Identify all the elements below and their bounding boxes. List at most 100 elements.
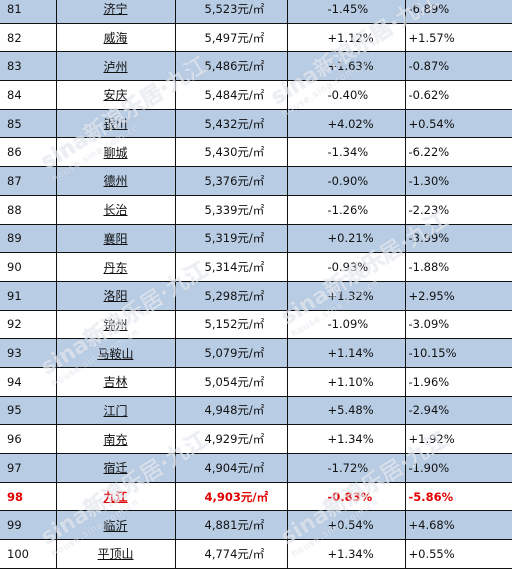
city-cell: 威海 — [56, 23, 176, 53]
price-cell: 5,314元/㎡ — [175, 252, 288, 282]
price-cell: 5,497元/㎡ — [175, 23, 288, 53]
change-cell: -3.09% — [405, 310, 512, 340]
change-cell: +1.92% — [405, 424, 512, 454]
price-cell: 5,152元/㎡ — [175, 310, 288, 340]
city-link[interactable]: 长治 — [103, 203, 128, 218]
rank-cell: 98 — [0, 482, 57, 512]
change-cell: -0.62% — [405, 80, 512, 110]
city-cell: 安庆 — [56, 80, 176, 110]
city-link[interactable]: 九江 — [103, 490, 128, 505]
city-cell: 马鞍山 — [56, 338, 176, 368]
change-cell: -1.90% — [405, 453, 512, 483]
change-cell: -1.26% — [287, 195, 406, 225]
price-cell: 4,903元/㎡ — [175, 482, 288, 512]
city-link[interactable]: 襄阳 — [103, 231, 128, 246]
table-row: 83 泸州 5,486元/㎡ +1.63% -0.87% — [0, 51, 512, 82]
rank-cell: 83 — [0, 51, 57, 82]
table-row: 96 南充 4,929元/㎡ +1.34% +1.92% — [0, 424, 512, 454]
change-cell: -0.90% — [287, 166, 406, 196]
city-cell: 洛阳 — [56, 281, 176, 311]
city-link[interactable]: 安庆 — [103, 88, 128, 103]
price-cell: 5,430元/㎡ — [175, 137, 288, 168]
city-link[interactable]: 宿迁 — [103, 461, 128, 476]
change-cell: -2.23% — [405, 195, 512, 225]
price-cell: 4,881元/㎡ — [175, 510, 288, 541]
price-cell: 4,929元/㎡ — [175, 424, 288, 454]
city-cell: 宿迁 — [56, 453, 176, 483]
city-link[interactable]: 吉林 — [103, 375, 128, 390]
change-cell: +0.55% — [405, 539, 512, 569]
rank-cell: 89 — [0, 224, 57, 254]
change-cell: +0.21% — [287, 224, 406, 254]
price-cell: 4,774元/㎡ — [175, 539, 288, 569]
rank-cell: 84 — [0, 80, 57, 110]
city-cell: 银川 — [56, 109, 176, 139]
city-link[interactable]: 临沂 — [103, 518, 128, 533]
city-link[interactable]: 聊城 — [103, 145, 128, 160]
rank-cell: 87 — [0, 166, 57, 196]
city-cell: 锦州 — [56, 310, 176, 340]
table-row: 81 济宁 5,523元/㎡ -1.45% -6.89% — [0, 0, 512, 24]
price-cell: 5,486元/㎡ — [175, 51, 288, 82]
rank-cell: 94 — [0, 367, 57, 397]
price-cell: 4,904元/㎡ — [175, 453, 288, 483]
rank-cell: 92 — [0, 310, 57, 340]
change-cell: +1.10% — [287, 367, 406, 397]
city-link[interactable]: 南充 — [103, 432, 128, 447]
table-row: 100 平顶山 4,774元/㎡ +1.34% +0.55% — [0, 539, 512, 569]
price-cell: 5,054元/㎡ — [175, 367, 288, 397]
city-link[interactable]: 济宁 — [103, 2, 128, 17]
table-row: 88 长治 5,339元/㎡ -1.26% -2.23% — [0, 195, 512, 225]
change-cell: +1.14% — [287, 338, 406, 368]
table-row: 93 马鞍山 5,079元/㎡ +1.14% -10.15% — [0, 338, 512, 368]
price-cell: 5,319元/㎡ — [175, 224, 288, 254]
city-cell: 江门 — [56, 396, 176, 426]
price-cell: 5,298元/㎡ — [175, 281, 288, 311]
city-cell: 平顶山 — [56, 539, 176, 569]
city-link[interactable]: 锦州 — [103, 317, 128, 332]
rank-cell: 90 — [0, 252, 57, 282]
rank-cell: 85 — [0, 109, 57, 139]
city-cell: 临沂 — [56, 510, 176, 541]
city-link[interactable]: 洛阳 — [103, 289, 128, 304]
city-link[interactable]: 丹东 — [103, 260, 128, 275]
change-cell: -10.15% — [405, 338, 512, 368]
change-cell: +1.57% — [405, 23, 512, 53]
change-cell: -0.83% — [287, 482, 406, 512]
table-row: 86 聊城 5,430元/㎡ -1.34% -6.22% — [0, 137, 512, 168]
rank-cell: 81 — [0, 0, 57, 24]
city-link[interactable]: 德州 — [103, 174, 128, 189]
rank-cell: 93 — [0, 338, 57, 368]
table-row: 94 吉林 5,054元/㎡ +1.10% -1.96% — [0, 367, 512, 397]
rank-cell: 99 — [0, 510, 57, 541]
change-cell: +4.68% — [405, 510, 512, 541]
city-link[interactable]: 马鞍山 — [97, 346, 134, 361]
change-cell: +4.02% — [287, 109, 406, 139]
change-cell: -0.93% — [287, 252, 406, 282]
table-row: 87 德州 5,376元/㎡ -0.90% -1.30% — [0, 166, 512, 196]
city-link[interactable]: 威海 — [103, 31, 128, 46]
rank-cell: 88 — [0, 195, 57, 225]
city-link[interactable]: 银川 — [103, 117, 128, 132]
change-cell: -1.09% — [287, 310, 406, 340]
table-row: 84 安庆 5,484元/㎡ -0.40% -0.62% — [0, 80, 512, 110]
change-cell: +1.12% — [287, 23, 406, 53]
table-row: 85 银川 5,432元/㎡ +4.02% +0.54% — [0, 109, 512, 139]
change-cell: -2.94% — [405, 396, 512, 426]
city-link[interactable]: 泸州 — [103, 59, 128, 74]
price-cell: 5,376元/㎡ — [175, 166, 288, 196]
rank-cell: 97 — [0, 453, 57, 483]
change-cell: -6.22% — [405, 137, 512, 168]
rank-cell: 100 — [0, 539, 57, 569]
change-cell: -0.87% — [405, 51, 512, 82]
city-cell: 南充 — [56, 424, 176, 454]
change-cell: +0.54% — [287, 510, 406, 541]
city-link[interactable]: 江门 — [103, 403, 128, 418]
price-cell: 5,432元/㎡ — [175, 109, 288, 139]
change-cell: -1.88% — [405, 252, 512, 282]
change-cell: +1.34% — [287, 424, 406, 454]
table-row: 95 江门 4,948元/㎡ +5.48% -2.94% — [0, 396, 512, 426]
city-link[interactable]: 平顶山 — [97, 547, 134, 562]
rank-cell: 82 — [0, 23, 57, 53]
